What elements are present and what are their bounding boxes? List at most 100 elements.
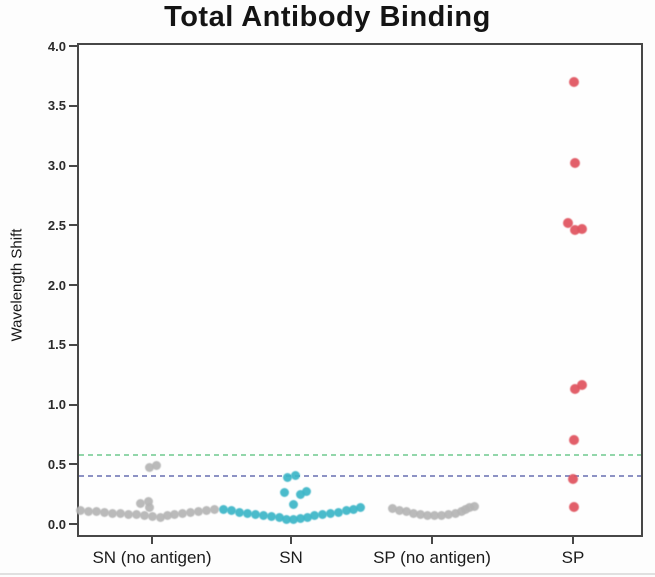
image-bottom-edge [0,573,655,575]
data-point [99,507,109,517]
y-tick-label: 3.5 [47,98,66,114]
data-point [209,504,219,514]
data-point [302,512,312,522]
data-point [387,503,397,513]
data-point [234,507,244,517]
data-point [218,505,228,515]
data-point [408,508,418,518]
x-tick-label-sn-no-antigen: SN (no antigen) [92,548,212,567]
data-point [144,463,154,473]
y-tick-label: 4.0 [47,38,66,54]
y-tick-mark [69,284,77,286]
data-point [348,504,358,514]
data-point [450,508,460,518]
data-point [309,511,319,521]
data-point [144,503,154,513]
data-point [577,380,587,391]
data-point [569,76,579,87]
data-point [193,506,203,516]
data-point [242,508,252,518]
data-point [394,505,404,515]
data-point [279,488,289,498]
data-point [401,507,411,517]
data-point [295,513,305,523]
data-point [464,503,474,513]
data-point [341,506,351,516]
data-point [469,501,479,511]
data-point [83,506,93,516]
data-point [131,510,141,520]
data-point [317,510,327,520]
data-point [577,223,587,234]
data-point [139,511,149,521]
data-point [355,502,365,512]
data-point [185,507,195,517]
chart-title: Total Antibody Binding [164,1,491,33]
y-tick-label: 1.5 [47,337,66,353]
y-tick-mark [69,403,77,406]
y-tick-label: 1.0 [47,397,66,412]
data-point [147,512,157,522]
y-tick-label: 2.0 [47,277,66,293]
x-tick-mark [431,537,433,544]
data-point [288,500,298,510]
data-point [107,508,117,518]
y-tick-label: 0.0 [47,516,66,532]
upper-threshold-line [79,453,641,456]
data-point [422,510,432,520]
data-point [155,512,165,522]
data-point [333,507,343,517]
data-point [135,498,145,508]
x-tick-mark [572,537,574,544]
x-tick-mark [290,537,292,544]
data-point [563,217,573,228]
x-tick-mark [151,537,153,544]
y-tick-mark [69,164,77,167]
y-axis-label: Wavelength Shift [8,228,26,342]
data-point [415,509,425,519]
data-point [282,472,292,482]
lower-threshold-line [79,475,641,478]
data-point [429,511,439,521]
data-point [75,505,85,515]
y-tick-mark [69,523,77,525]
data-point [162,511,172,521]
y-tick-mark [69,343,77,346]
y-tick-mark [69,104,77,107]
y-tick-mark [69,224,77,227]
data-point [301,486,311,496]
data-point [325,508,335,518]
y-tick-mark [69,463,77,466]
data-point [570,158,580,169]
data-point [258,510,268,520]
data-point [226,506,236,516]
data-point [568,473,578,484]
data-point [288,515,298,525]
x-tick-label-sn: SN [279,548,303,567]
data-point [151,460,161,470]
y-tick-mark [69,45,77,47]
data-point [177,508,187,518]
data-point [570,383,580,394]
data-point [290,470,300,480]
y-tick-label: 3.0 [47,158,66,173]
data-point [569,502,579,513]
data-point [443,509,453,519]
data-point [91,507,101,517]
data-point [295,490,305,500]
x-tick-label-sp: SP [561,548,585,567]
data-point [281,514,291,524]
y-tick-label: 0.5 [47,456,66,472]
data-point [266,511,276,521]
data-point [569,435,579,446]
data-point [115,509,125,519]
data-point [123,509,133,519]
y-tick-label: 2.5 [47,217,66,233]
data-point [169,510,179,520]
data-point [201,505,211,515]
data-point [570,225,580,236]
plot-area [77,43,643,537]
x-tick-label-sp-no-antigen: SP (no antigen) [373,548,491,567]
data-point [250,509,260,519]
